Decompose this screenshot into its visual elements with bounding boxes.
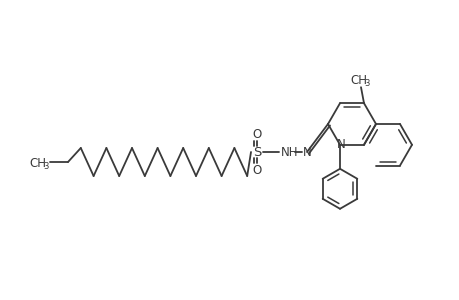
- Text: CH: CH: [29, 157, 46, 169]
- Text: 3: 3: [364, 79, 369, 88]
- Text: NH: NH: [280, 146, 298, 158]
- Text: S: S: [252, 146, 261, 158]
- Text: 3: 3: [43, 161, 49, 170]
- Text: O: O: [252, 164, 261, 176]
- Text: N: N: [302, 146, 311, 158]
- Text: N: N: [336, 138, 345, 151]
- Text: O: O: [252, 128, 261, 140]
- Text: CH: CH: [350, 74, 367, 87]
